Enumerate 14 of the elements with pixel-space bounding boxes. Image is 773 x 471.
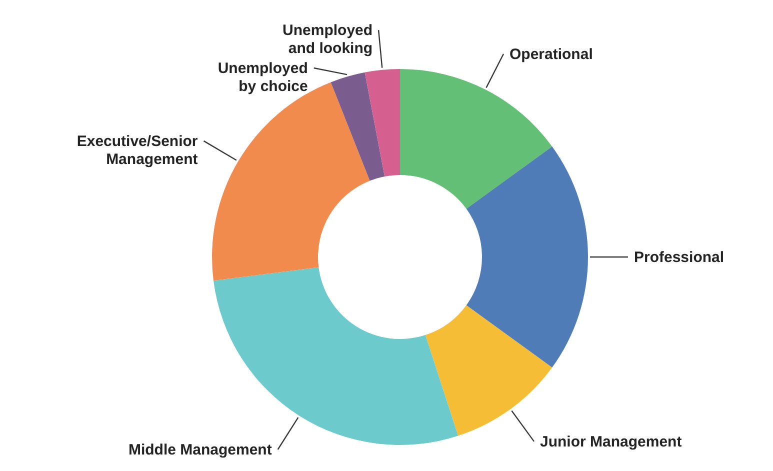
slice-label: Operational — [510, 46, 593, 63]
slice-label: Professional — [634, 249, 724, 266]
donut-slice — [213, 267, 458, 445]
slice-label: Unemployed and looking — [282, 22, 373, 58]
slice-label: Middle Management — [128, 442, 272, 459]
slice-label: Executive/Senior Management — [76, 132, 198, 168]
donut-slice — [212, 82, 370, 281]
donut-slice — [425, 305, 552, 436]
slice-label: Junior Management — [540, 433, 682, 450]
donut-slice — [400, 69, 552, 209]
donut-slice — [364, 69, 400, 176]
slice-label: Unemployed by choice — [218, 60, 308, 96]
donut-slice — [330, 72, 385, 181]
donut-slice — [466, 146, 588, 368]
